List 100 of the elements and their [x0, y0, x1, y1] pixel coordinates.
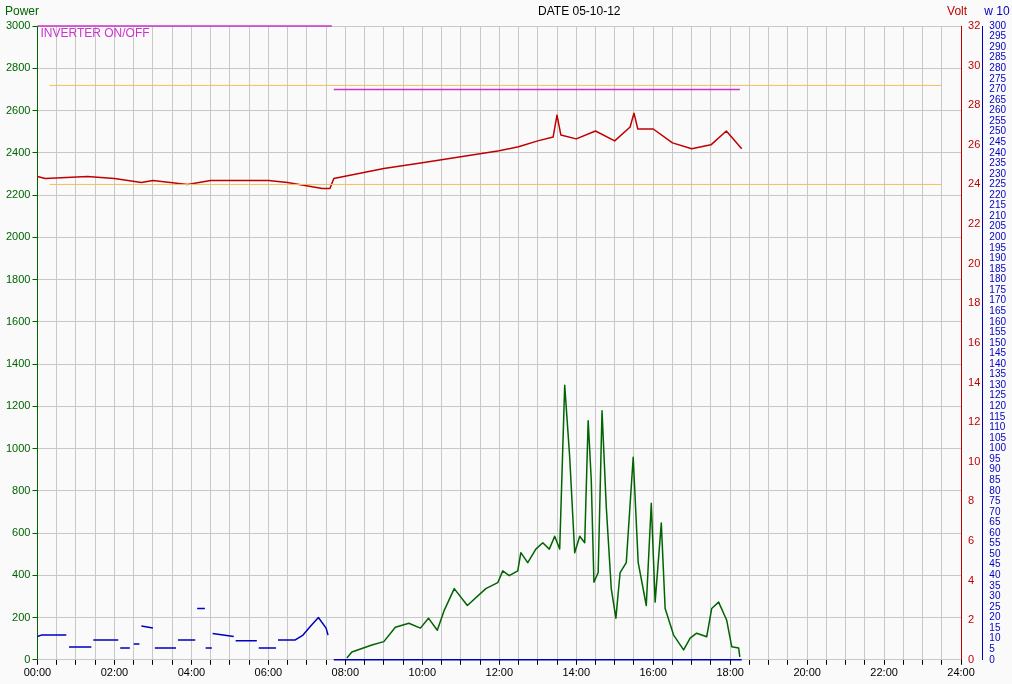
- y3-tick-label: 300: [989, 19, 1007, 31]
- y3-tick-label: 115: [989, 410, 1006, 422]
- y3-tick-label: 0: [989, 653, 996, 665]
- y3-tick-label: 105: [989, 431, 1007, 443]
- y2-tick-label: 22: [968, 217, 981, 230]
- x-tick-label: 10:00: [408, 666, 437, 679]
- y3-tick-label: 140: [989, 357, 1007, 369]
- y3-tick-label: 190: [989, 252, 1007, 264]
- y3-tick-label: 240: [989, 146, 1007, 158]
- chart-title: DATE 05-10-12: [538, 4, 621, 19]
- y-tick-label: 1000: [5, 441, 31, 454]
- y3-tick-label: 275: [989, 72, 1007, 84]
- y3-tick-label: 270: [989, 83, 1007, 95]
- y3-tick-label: 195: [989, 241, 1007, 253]
- series-label: INVERTER ON/OFF: [40, 26, 150, 41]
- y3-tick-label: 80: [989, 484, 1001, 496]
- y3-tick-label: 25: [989, 600, 1001, 612]
- y-tick-label: 1400: [5, 357, 31, 370]
- x-tick-label: 12:00: [485, 666, 514, 679]
- y3-tick-label: 60: [989, 526, 1001, 538]
- x-tick-label: 20:00: [793, 666, 821, 679]
- y3-tick-label: 70: [989, 505, 1001, 517]
- y3-tick-label: 5: [989, 642, 996, 654]
- y3-tick-label: 130: [989, 378, 1007, 390]
- y3-tick-label: 150: [989, 336, 1007, 348]
- y3-tick-label: 285: [989, 51, 1007, 63]
- x-tick-label: 00:00: [23, 666, 52, 679]
- x-tick-label: 16:00: [639, 666, 667, 679]
- y-tick-label: 200: [12, 610, 31, 623]
- y3-tick-label: 20: [989, 611, 1001, 623]
- y3-tick-label: 295: [989, 30, 1007, 42]
- y-tick-label: 2600: [5, 103, 31, 116]
- y2-tick-label: 30: [968, 58, 981, 71]
- y-tick-label: 400: [12, 568, 31, 581]
- y-tick-label: 2800: [5, 61, 31, 74]
- y3-tick-label: 110: [989, 421, 1006, 433]
- y3-tick-label: 135: [989, 368, 1007, 380]
- y3-tick-label: 230: [989, 167, 1007, 179]
- y3-tick-label: 95: [989, 452, 1001, 464]
- y2-tick-label: 20: [968, 256, 981, 269]
- y3-tick-label: 75: [989, 495, 1001, 507]
- y3-tick-label: 120: [989, 400, 1007, 412]
- y2-tick-label: 10: [968, 454, 981, 467]
- y3-tick-label: 65: [989, 516, 1001, 528]
- y3-tick-label: 225: [989, 178, 1007, 190]
- y3-tick-label: 45: [989, 558, 1001, 570]
- x-tick-label: 14:00: [562, 666, 591, 679]
- y-tick-label: 1200: [5, 399, 31, 412]
- y-tick-label: 1600: [5, 314, 31, 327]
- y3-tick-label: 90: [989, 463, 1001, 475]
- y-tick-label: 1800: [5, 272, 31, 285]
- y2-tick-label: 24: [968, 177, 981, 190]
- y3-tick-label: 245: [989, 135, 1007, 147]
- x-tick-label: 08:00: [331, 666, 360, 679]
- y3-tick-label: 215: [989, 199, 1007, 211]
- x-tick-label: 02:00: [100, 666, 129, 679]
- y-tick-label: 2200: [5, 188, 31, 201]
- y3-tick-label: 15: [989, 621, 1001, 633]
- y3-tick-label: 145: [989, 347, 1007, 359]
- y3-tick-label: 185: [989, 262, 1007, 274]
- y3-tick-label: 200: [989, 231, 1007, 243]
- y3-tick-label: 50: [989, 547, 1001, 559]
- y2-tick-label: 4: [968, 573, 975, 586]
- y3-axis-title: w 10: [983, 4, 1010, 19]
- y2-tick-label: 2: [968, 613, 975, 626]
- y-tick-label: 3000: [5, 19, 31, 32]
- y2-tick-label: 6: [968, 533, 975, 546]
- y-tick-label: 2400: [5, 145, 31, 158]
- y2-tick-label: 28: [968, 98, 981, 111]
- x-tick-label: 06:00: [254, 666, 283, 679]
- y3-tick-label: 40: [989, 569, 1001, 581]
- y2-axis-title: Volt: [947, 4, 968, 19]
- y2-tick-label: 12: [968, 415, 981, 428]
- y3-tick-label: 125: [989, 389, 1007, 401]
- y3-tick-label: 260: [989, 104, 1007, 116]
- y3-tick-label: 210: [989, 209, 1007, 221]
- x-tick-label: 22:00: [870, 666, 898, 679]
- y2-tick-label: 0: [968, 652, 975, 665]
- y3-tick-label: 170: [989, 294, 1007, 306]
- y3-tick-label: 160: [989, 315, 1007, 327]
- y3-tick-label: 155: [989, 326, 1007, 338]
- y2-tick-label: 14: [968, 375, 981, 388]
- y3-tick-label: 30: [989, 590, 1001, 602]
- x-tick-label: 24:00: [947, 666, 975, 679]
- y3-tick-label: 265: [989, 93, 1007, 105]
- y2-tick-label: 16: [968, 335, 981, 348]
- y2-tick-label: 32: [968, 19, 981, 32]
- y-tick-label: 800: [12, 483, 31, 496]
- y-tick-label: 0: [24, 652, 31, 665]
- y3-tick-label: 250: [989, 125, 1007, 137]
- y-tick-label: 2000: [5, 230, 31, 243]
- y3-tick-label: 280: [989, 62, 1007, 73]
- y3-tick-label: 175: [989, 283, 1007, 295]
- y3-tick-label: 35: [989, 579, 1001, 591]
- y2-tick-label: 26: [968, 137, 981, 150]
- y3-tick-label: 205: [989, 220, 1007, 232]
- y3-tick-label: 235: [989, 157, 1007, 169]
- y3-tick-label: 10: [989, 632, 1001, 644]
- y3-tick-label: 55: [989, 537, 1001, 549]
- y3-tick-label: 255: [989, 114, 1007, 126]
